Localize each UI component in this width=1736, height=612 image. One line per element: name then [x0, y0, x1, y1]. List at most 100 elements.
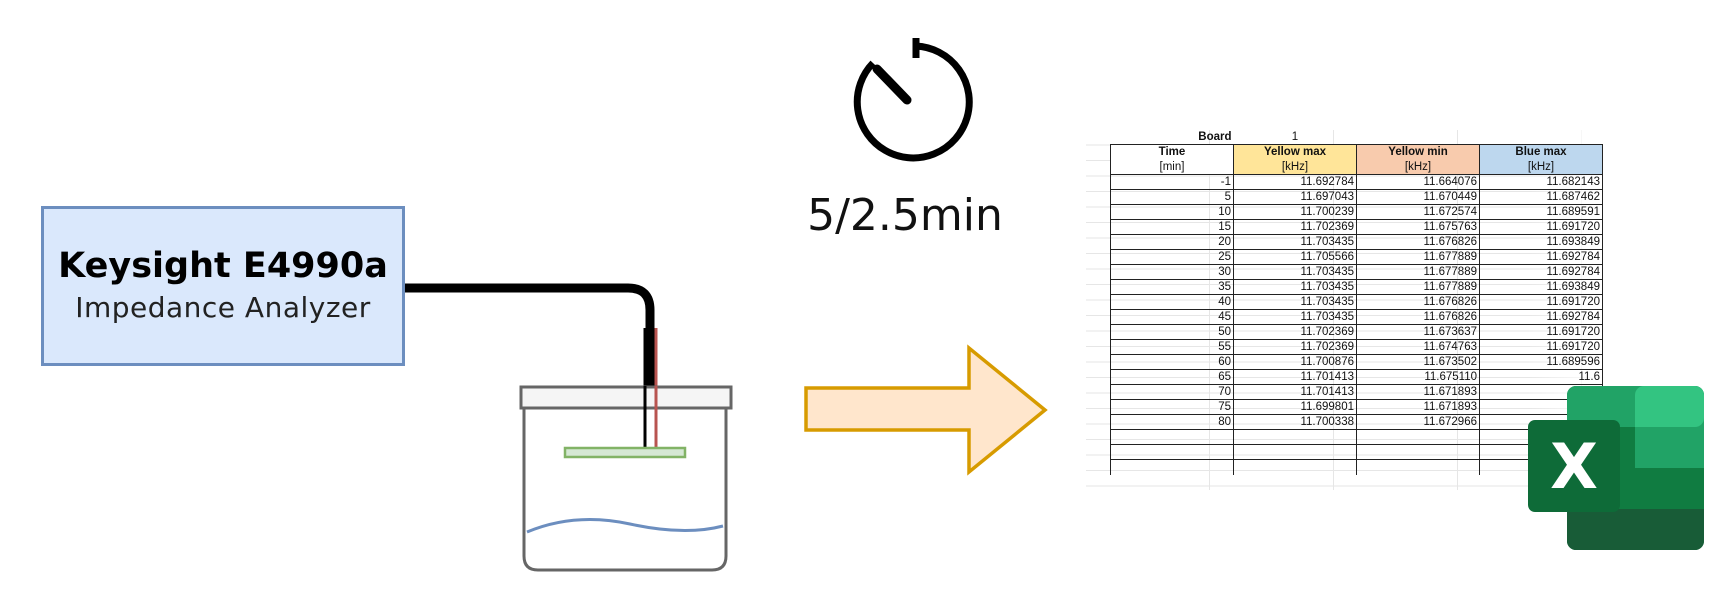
- table-cell: 11.672574: [1356, 204, 1480, 220]
- impedance-analyzer-box: Keysight E4990a Impedance Analyzer: [41, 206, 405, 366]
- table-cell: 11.703435: [1233, 309, 1357, 325]
- board-label: Board: [1198, 131, 1232, 143]
- table-cell: 11.692784: [1479, 309, 1603, 325]
- table-cell: 11.691720: [1479, 324, 1603, 340]
- table-cell: -1: [1110, 174, 1234, 190]
- table-cell: 11.672966: [1356, 414, 1480, 430]
- table-row: 35 11.703435 11.677889 11.693849: [1110, 279, 1603, 295]
- table-cell: 11.691720: [1479, 294, 1603, 310]
- table-cell: 11.691720: [1479, 339, 1603, 355]
- table-cell: 11.676826: [1356, 234, 1480, 250]
- analyzer-title: Keysight E4990a: [58, 246, 388, 287]
- spreadsheet-preview: Board 1 Time Yellow max Yellow min Blue …: [1086, 130, 1606, 490]
- table-cell: 11.702369: [1233, 339, 1357, 355]
- table-cell: 11.693849: [1479, 279, 1603, 295]
- table-cell: 11.700338: [1233, 414, 1357, 430]
- table-cell: 11.671893: [1356, 399, 1480, 415]
- table-cell: 11.674763: [1356, 339, 1480, 355]
- table-cell: 11.703435: [1233, 234, 1357, 250]
- cable-icon: [405, 283, 655, 450]
- table-cell: 11.687462: [1479, 189, 1603, 205]
- table-cell: 11.675763: [1356, 219, 1480, 235]
- table-cell: 11.676826: [1356, 309, 1480, 325]
- table-body: -1 11.692784 11.664076 11.682143 5 11.697043 1…: [1110, 174, 1603, 475]
- table-row: 5 11.697043 11.670449 11.687462: [1110, 189, 1603, 205]
- table-cell: 11.702369: [1233, 324, 1357, 340]
- table-cell: 11.703435: [1233, 294, 1357, 310]
- table-row: 65 11.701413 11.675110 11.6: [1110, 369, 1603, 385]
- table-cell: 11.697043: [1233, 189, 1357, 205]
- table-cell: 50: [1110, 324, 1234, 340]
- measurement-interval-label: 5/2.5min: [807, 190, 1003, 241]
- table-row: 15 11.702369 11.675763 11.691720: [1110, 219, 1603, 235]
- table-cell: 11.689591: [1479, 204, 1603, 220]
- table-cell: 5: [1110, 189, 1234, 205]
- board-value: 1: [1291, 131, 1299, 143]
- table-cell: 11.691720: [1479, 219, 1603, 235]
- table-cell: 25: [1110, 249, 1234, 265]
- table-cell: 11.699801: [1233, 399, 1357, 415]
- header-cell: Blue max: [1479, 144, 1603, 160]
- header-cell: Yellow max: [1233, 144, 1357, 160]
- table-cell: 11.705566: [1233, 249, 1357, 265]
- table-cell: 20: [1110, 234, 1234, 250]
- unit-cell: [kHz]: [1356, 159, 1480, 175]
- table-row: -1 11.692784 11.664076 11.682143: [1110, 174, 1603, 190]
- table-row: 25 11.705566 11.677889 11.692784: [1110, 249, 1603, 265]
- table-cell: 11.689596: [1479, 354, 1603, 370]
- table-cell: 11.676826: [1356, 294, 1480, 310]
- unit-row: [min] [kHz] [kHz] [kHz]: [1110, 159, 1603, 175]
- table-row: 20 11.703435 11.676826 11.693849: [1110, 234, 1603, 250]
- table-cell: 80: [1110, 414, 1234, 430]
- table-row: 10 11.700239 11.672574 11.689591: [1110, 204, 1603, 220]
- table-cell: 11.6: [1479, 369, 1603, 385]
- table-cell: 11.670449: [1356, 189, 1480, 205]
- table-cell: 11.701413: [1233, 369, 1357, 385]
- table-cell: 45: [1110, 309, 1234, 325]
- table-cell: 11.675110: [1356, 369, 1480, 385]
- table-cell: 11.682143: [1479, 174, 1603, 190]
- board-row: Board 1: [1111, 130, 1603, 145]
- unit-cell: [min]: [1110, 159, 1234, 175]
- table-cell: 11.664076: [1356, 174, 1480, 190]
- table-cell: 11.671893: [1356, 384, 1480, 400]
- table-cell: 11.701413: [1233, 384, 1357, 400]
- table-row: 60 11.700876 11.673502 11.689596: [1110, 354, 1603, 370]
- table-row: 55 11.702369 11.674763 11.691720: [1110, 339, 1603, 355]
- table-cell: 10: [1110, 204, 1234, 220]
- table-cell: 65: [1110, 369, 1234, 385]
- table-cell: 35: [1110, 279, 1234, 295]
- flow-arrow-icon: [804, 344, 1048, 476]
- header-cell: Time: [1110, 144, 1234, 160]
- table-cell: 30: [1110, 264, 1234, 280]
- table-cell: 11.702369: [1233, 219, 1357, 235]
- table-cell: 11.673637: [1356, 324, 1480, 340]
- table-cell: 11.700239: [1233, 204, 1357, 220]
- table-row: 40 11.703435 11.676826 11.691720: [1110, 294, 1603, 310]
- table-row: 30 11.703435 11.677889 11.692784: [1110, 264, 1603, 280]
- excel-icon: X: [1528, 386, 1704, 550]
- table-cell: 70: [1110, 384, 1234, 400]
- header-row: Time Yellow max Yellow min Blue max: [1110, 144, 1603, 160]
- table-row: 50 11.702369 11.673637 11.691720: [1110, 324, 1603, 340]
- excel-logo-graphic: X: [1528, 386, 1704, 550]
- table-cell: 55: [1110, 339, 1234, 355]
- table-cell: 11.677889: [1356, 264, 1480, 280]
- table-cell: 60: [1110, 354, 1234, 370]
- unit-cell: [kHz]: [1233, 159, 1357, 175]
- table-cell: 11.692784: [1233, 174, 1357, 190]
- data-table: Board 1 Time Yellow max Yellow min Blue …: [1110, 130, 1603, 475]
- unit-cell: [kHz]: [1479, 159, 1603, 175]
- table-cell: 11.677889: [1356, 249, 1480, 265]
- table-cell: 11.692784: [1479, 264, 1603, 280]
- table-row: 45 11.703435 11.676826 11.692784: [1110, 309, 1603, 325]
- excel-letter: X: [1550, 430, 1598, 503]
- table-cell: 11.700876: [1233, 354, 1357, 370]
- table-cell: 11.677889: [1356, 279, 1480, 295]
- table-cell: 15: [1110, 219, 1234, 235]
- analyzer-subtitle: Impedance Analyzer: [75, 290, 371, 324]
- beaker-icon: [519, 385, 733, 572]
- table-cell: 11.693849: [1479, 234, 1603, 250]
